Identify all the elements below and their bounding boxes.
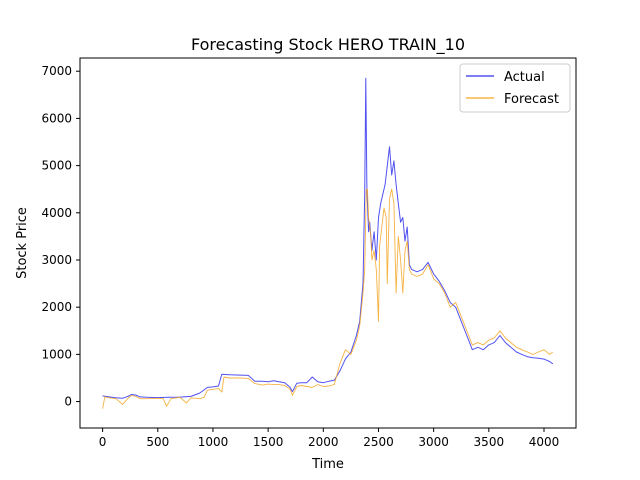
x-tick-label: 1500 [253, 435, 284, 449]
x-axis-label: Time [311, 457, 344, 472]
x-tick-label: 4000 [529, 435, 560, 449]
y-tick-label: 0 [64, 395, 72, 409]
y-tick-label: 3000 [41, 253, 72, 267]
legend: Actual Forecast [459, 63, 571, 113]
y-tick-label: 1000 [41, 347, 72, 361]
series-line-actual [102, 77, 554, 399]
x-tick-label: 3500 [474, 435, 505, 449]
x-tick-label: 1000 [198, 435, 229, 449]
y-tick-label: 2000 [41, 300, 72, 314]
x-tick-label: 2500 [363, 435, 394, 449]
legend-label-actual: Actual [504, 70, 545, 85]
x-tick-label: 500 [146, 435, 169, 449]
y-axis-label: Stock Price [15, 207, 30, 279]
y-tick-label: 6000 [41, 111, 72, 125]
chart-title: Forecasting Stock HERO TRAIN_10 [191, 35, 465, 55]
plot-frame [79, 57, 577, 429]
x-tick-label: 0 [99, 435, 107, 449]
y-tick-label: 4000 [41, 206, 72, 220]
x-axis: 0 500 1000 1500 2000 2500 3000 3500 4000 [99, 428, 559, 449]
y-tick-label: 5000 [41, 159, 72, 173]
plot-area [102, 77, 554, 409]
series-line-forecast [102, 188, 554, 409]
y-tick-label: 7000 [41, 64, 72, 78]
x-tick-label: 3000 [418, 435, 449, 449]
x-tick-label: 2000 [308, 435, 339, 449]
legend-label-forecast: Forecast [504, 92, 559, 107]
y-axis: 0 1000 2000 3000 4000 5000 6000 7000 [41, 64, 80, 409]
